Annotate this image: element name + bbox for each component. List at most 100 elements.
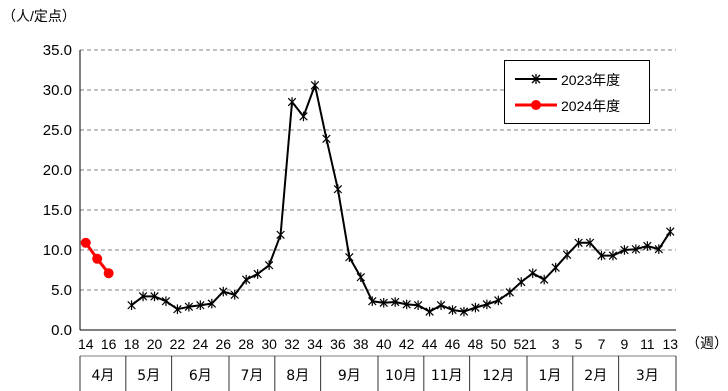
data-point — [471, 302, 480, 313]
x-tick-label: 44 — [422, 336, 438, 352]
month-label: 5月 — [137, 368, 160, 384]
data-point — [528, 268, 537, 278]
x-tick-label: 22 — [170, 336, 186, 352]
data-point — [173, 304, 182, 314]
month-labels: 4月 5月 6月 7月 8月 9月 10月 11月 12月 1月 2月 3月 — [79, 355, 677, 391]
data-point — [436, 300, 446, 310]
month-label: 3月 — [636, 368, 659, 384]
x-tick-label: 11 — [640, 336, 655, 352]
x-tick-label: 16 — [101, 336, 117, 352]
x-tick-label: 26 — [215, 336, 231, 352]
data-point — [494, 295, 503, 306]
x-tick-label: 14 — [78, 336, 94, 352]
series-group — [80, 80, 675, 317]
grid-lines — [80, 49, 676, 291]
x-tick-label: 28 — [238, 336, 254, 352]
x-tick-label: 36 — [330, 336, 346, 352]
y-tick-label: 35.0 — [43, 42, 72, 59]
data-point — [413, 300, 423, 310]
x-tick-label: 1 — [529, 336, 537, 352]
month-label: 8月 — [286, 368, 309, 384]
data-point — [80, 237, 91, 248]
month-label: 4月 — [91, 368, 114, 384]
data-point — [333, 184, 343, 194]
data-point — [356, 272, 366, 282]
x-unit-label: （週） — [686, 335, 728, 351]
legend-label-2024: 2024年度 — [561, 98, 621, 114]
y-tick-label: 25.0 — [43, 122, 72, 139]
x-tick-label: 42 — [399, 336, 415, 352]
data-point — [310, 80, 320, 90]
data-point — [562, 250, 572, 260]
month-label: 12月 — [482, 368, 514, 384]
x-tick-label: 52 — [513, 336, 529, 352]
data-point — [253, 269, 262, 279]
x-tick-label: 32 — [284, 336, 300, 352]
data-point — [368, 296, 377, 306]
data-point — [184, 302, 194, 312]
x-tick-label: 50 — [491, 336, 507, 352]
x-tick-label: 48 — [468, 336, 484, 352]
asterisk-marker-icon — [515, 74, 557, 84]
x-tick-label: 5 — [575, 336, 583, 352]
data-point — [345, 252, 354, 262]
data-point — [517, 277, 526, 287]
data-point — [551, 262, 560, 273]
month-label: 7月 — [240, 368, 263, 384]
legend: 2023年度 2024年度 — [504, 60, 650, 124]
data-point — [92, 253, 103, 264]
data-point — [539, 274, 549, 285]
data-point — [264, 260, 274, 270]
legend-label-2023: 2023年度 — [561, 72, 621, 88]
data-point — [666, 226, 675, 237]
y-tick-label: 15.0 — [43, 202, 72, 219]
legend-item-2023: 2023年度 — [513, 67, 649, 91]
y-tick-label: 0.0 — [51, 322, 72, 339]
data-point — [585, 238, 595, 248]
y-tick-label: 20.0 — [43, 162, 72, 179]
x-tick-label: 7 — [598, 336, 606, 352]
data-point — [425, 306, 434, 317]
month-label: 10月 — [385, 368, 417, 384]
y-tick-label: 10.0 — [43, 242, 72, 259]
x-tick-label: 18 — [124, 336, 140, 352]
data-point — [390, 297, 400, 307]
month-label: 6月 — [189, 368, 212, 384]
month-label: 11月 — [431, 368, 463, 384]
data-point — [219, 286, 228, 297]
data-point — [379, 298, 388, 308]
data-point — [597, 250, 606, 261]
x-tick-label: 9 — [621, 336, 629, 352]
month-label: 1月 — [538, 368, 561, 384]
data-point — [207, 298, 217, 309]
x-tick-label: 20 — [147, 336, 163, 352]
data-point — [631, 244, 641, 254]
x-tick-label: 24 — [193, 336, 209, 352]
x-tick-label: 13 — [662, 336, 678, 352]
x-tick-label: 3 — [552, 336, 560, 352]
data-point — [402, 299, 411, 310]
data-point — [196, 300, 205, 310]
data-point — [608, 250, 618, 261]
data-point — [643, 241, 652, 251]
data-point — [276, 230, 285, 240]
y-tick-label: 30.0 — [43, 82, 72, 99]
month-label: 2月 — [584, 368, 607, 384]
x-tick-label: 40 — [376, 336, 392, 352]
data-point — [103, 268, 114, 279]
data-point — [299, 111, 308, 122]
data-point — [287, 97, 297, 107]
data-point — [127, 300, 136, 310]
data-point — [150, 291, 159, 302]
x-tick-label: 38 — [353, 336, 369, 352]
data-point — [654, 244, 664, 254]
data-point — [230, 290, 239, 300]
data-point — [620, 245, 629, 255]
data-point — [161, 296, 171, 306]
y-tick-labels: 0.0 5.0 10.0 15.0 20.0 25.0 30.0 35.0 — [43, 42, 72, 339]
month-label: 9月 — [338, 368, 361, 384]
x-tick-label: 34 — [307, 336, 323, 352]
data-point — [574, 238, 583, 248]
data-point — [459, 306, 469, 317]
